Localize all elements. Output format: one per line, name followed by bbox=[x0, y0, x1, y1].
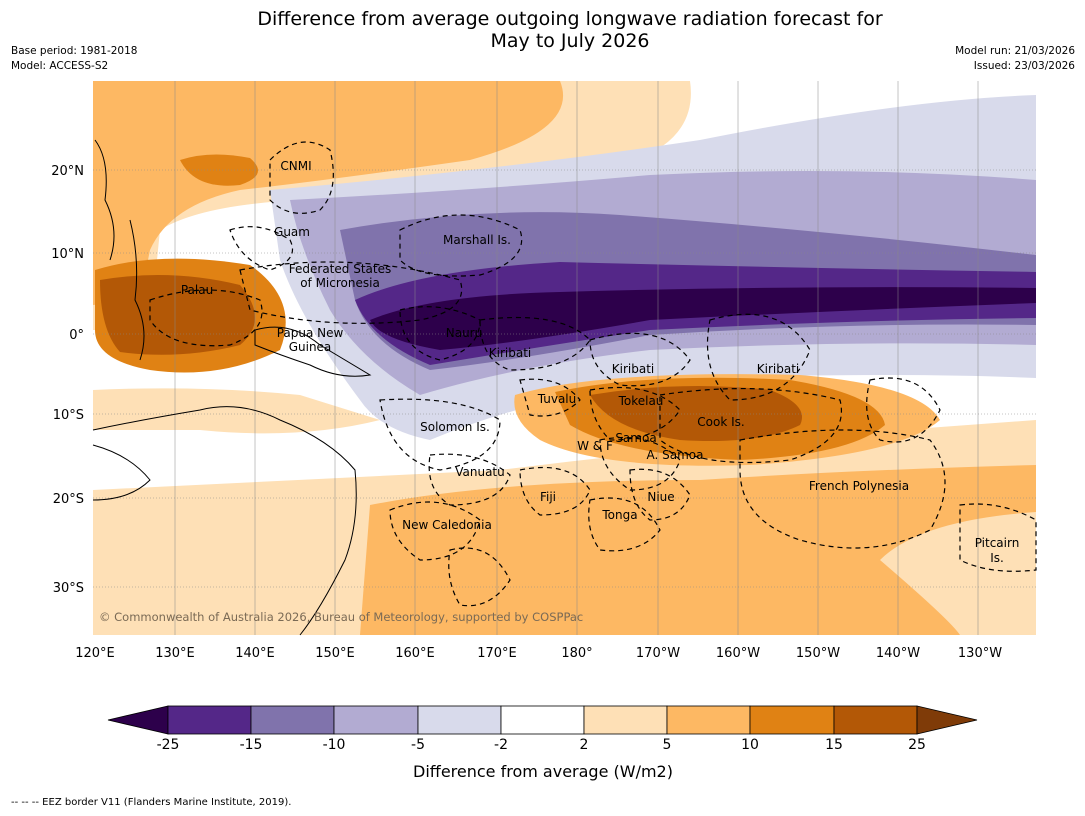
colorbar-tick: -15 bbox=[239, 737, 263, 753]
lon-label: 140°E bbox=[235, 646, 275, 661]
meta-left: Base period: 1981-2018 Model: ACCESS-S2 bbox=[11, 44, 137, 74]
region-label: Niue bbox=[647, 490, 674, 504]
lon-label: 160°W bbox=[716, 646, 760, 661]
region-label: W & F bbox=[577, 439, 613, 453]
eez-footnote: -- -- -- EEZ border V11 (Flanders Marine… bbox=[11, 797, 292, 808]
region-label: Kiribati bbox=[612, 362, 654, 376]
region-label: Tuvalu bbox=[537, 392, 577, 406]
region-label: Guam bbox=[274, 225, 310, 239]
colorbar-swatch bbox=[833, 705, 918, 735]
colorbar-swatch bbox=[107, 705, 169, 735]
region-label: Federated States bbox=[289, 262, 391, 276]
lon-label: 130°E bbox=[155, 646, 195, 661]
colorbar-tick: -5 bbox=[411, 737, 425, 753]
lat-label: 10°S bbox=[53, 408, 84, 423]
lon-label: 120°E bbox=[75, 646, 115, 661]
colorbar-swatch bbox=[417, 705, 502, 735]
region-label: Solomon Is. bbox=[420, 420, 490, 434]
region-label: Nauru bbox=[446, 326, 482, 340]
anomaly-region-nw-15 bbox=[100, 275, 255, 355]
colorbar-swatch bbox=[250, 705, 335, 735]
region-label: Cook Is. bbox=[697, 415, 744, 429]
lat-label: 30°S bbox=[53, 581, 84, 596]
eez-borders bbox=[149, 141, 1037, 607]
issued-date: Issued: 23/03/2026 bbox=[973, 60, 1075, 72]
copyright-notice: © Commonwealth of Australia 2026, Bureau… bbox=[99, 610, 583, 624]
model-name: Model: ACCESS-S2 bbox=[11, 60, 109, 72]
colorbar-swatch bbox=[916, 705, 978, 735]
lon-label: 150°E bbox=[315, 646, 355, 661]
lat-label: 0° bbox=[69, 328, 84, 343]
region-label: Kiribati bbox=[757, 362, 799, 376]
region-label: Vanuatu bbox=[455, 465, 505, 479]
colorbar-swatch bbox=[666, 705, 751, 735]
map-title: Difference from average outgoing longwav… bbox=[150, 8, 990, 52]
lon-label: 170°E bbox=[477, 646, 517, 661]
region-label: New Caledonia bbox=[402, 518, 492, 532]
meta-right: Model run: 21/03/2026 Issued: 23/03/2026 bbox=[955, 44, 1075, 74]
region-label: of Micronesia bbox=[300, 276, 380, 290]
colorbar-swatch bbox=[167, 705, 252, 735]
colorbar-swatch bbox=[583, 705, 668, 735]
region-label: Palau bbox=[181, 283, 213, 297]
colorbar-tick: -25 bbox=[156, 737, 180, 753]
colorbar bbox=[107, 705, 978, 735]
region-label: Samoa bbox=[615, 431, 656, 445]
colorbar-tick: 10 bbox=[741, 737, 759, 753]
lon-label: 150°W bbox=[796, 646, 840, 661]
lon-label: 130°W bbox=[958, 646, 1002, 661]
anomaly-region-purple-25 bbox=[370, 287, 1036, 350]
region-label: Tonga bbox=[601, 508, 637, 522]
region-label: Papua New bbox=[277, 326, 344, 340]
latitude-labels: 20°N 10°N 0° 10°S 20°S 30°S bbox=[51, 164, 84, 596]
base-period: Base period: 1981-2018 bbox=[11, 45, 138, 57]
anomaly-region-nw-5 bbox=[93, 81, 564, 305]
colorbar-title: Difference from average (W/m2) bbox=[413, 762, 673, 781]
colorbar-tick: 5 bbox=[662, 737, 672, 753]
colorbar-tick: -2 bbox=[494, 737, 508, 753]
anomaly-region-sw-positive bbox=[93, 388, 380, 434]
lon-label: 180° bbox=[561, 646, 592, 661]
colorbar-tick: 2 bbox=[579, 737, 589, 753]
colorbar-swatch bbox=[500, 705, 585, 735]
anomaly-field bbox=[93, 81, 1036, 635]
colorbar-tick: 15 bbox=[825, 737, 843, 753]
region-label: Is. bbox=[990, 551, 1004, 565]
region-labels: CNMI Guam Marshall Is. Federated States … bbox=[181, 159, 1019, 565]
region-label: French Polynesia bbox=[809, 479, 909, 493]
region-label: Tokelau bbox=[618, 394, 664, 408]
colorbar-tick: 25 bbox=[908, 737, 926, 753]
region-label: Kiribati bbox=[489, 346, 531, 360]
region-label: CNMI bbox=[280, 159, 311, 173]
model-run: Model run: 21/03/2026 bbox=[955, 45, 1075, 57]
anomaly-region-cp-15 bbox=[590, 386, 802, 441]
longitude-labels: 120°E 130°E 140°E 150°E 160°E 170°E 180°… bbox=[75, 646, 1002, 661]
coastlines bbox=[92, 139, 372, 636]
lat-label: 20°N bbox=[51, 164, 84, 179]
anomaly-region-south-5 bbox=[360, 465, 1036, 635]
lon-label: 170°W bbox=[636, 646, 680, 661]
title-line-2: May to July 2026 bbox=[490, 30, 650, 52]
colorbar-tick: -10 bbox=[322, 737, 346, 753]
region-label: Fiji bbox=[540, 490, 556, 504]
lon-label: 140°W bbox=[876, 646, 920, 661]
lat-label: 10°N bbox=[51, 247, 84, 262]
graticule bbox=[93, 81, 1036, 635]
colorbar-swatch bbox=[749, 705, 835, 735]
region-label: Marshall Is. bbox=[443, 233, 511, 247]
lon-label: 160°E bbox=[395, 646, 435, 661]
region-label: Guinea bbox=[289, 340, 332, 354]
region-label: A. Samoa bbox=[647, 448, 704, 462]
lat-label: 20°S bbox=[53, 492, 84, 507]
region-label: Pitcairn bbox=[975, 536, 1020, 550]
colorbar-swatch bbox=[333, 705, 419, 735]
title-line-1: Difference from average outgoing longwav… bbox=[257, 8, 883, 30]
